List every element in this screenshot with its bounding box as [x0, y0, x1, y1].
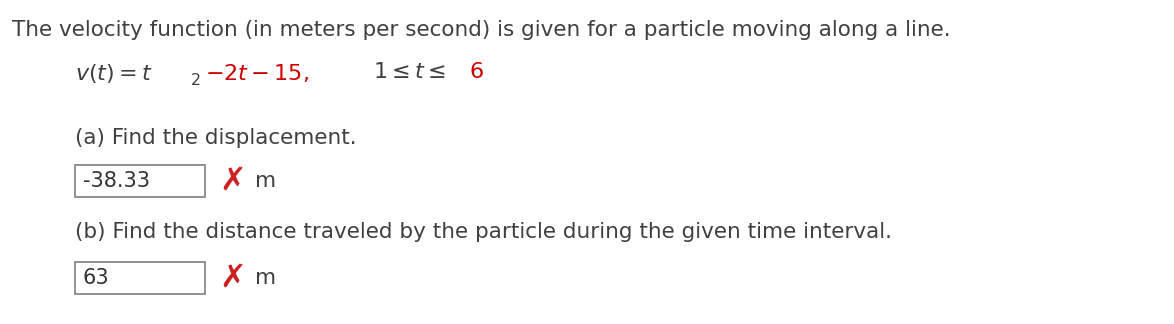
Text: $\mathit{v(t) = t}$: $\mathit{v(t) = t}$ [75, 62, 153, 85]
Text: $\mathit{1 \leq t \leq}$: $\mathit{1 \leq t \leq}$ [373, 62, 446, 82]
Text: ✗: ✗ [220, 262, 245, 294]
Text: $\mathit{- 2t - 15,}$: $\mathit{- 2t - 15,}$ [205, 62, 309, 84]
Text: m: m [255, 171, 276, 191]
FancyBboxPatch shape [75, 262, 205, 294]
FancyBboxPatch shape [75, 165, 205, 197]
Text: (b) Find the distance traveled by the particle during the given time interval.: (b) Find the distance traveled by the pa… [75, 222, 892, 242]
Text: -38.33: -38.33 [83, 171, 150, 191]
Text: 63: 63 [83, 268, 109, 288]
Text: The velocity function (in meters per second) is given for a particle moving alon: The velocity function (in meters per sec… [12, 20, 951, 40]
Text: ✗: ✗ [220, 166, 245, 196]
Text: m: m [255, 268, 276, 288]
Text: (a) Find the displacement.: (a) Find the displacement. [75, 128, 357, 148]
Text: $\mathit{6}$: $\mathit{6}$ [468, 62, 484, 82]
Text: $\mathit{2}$: $\mathit{2}$ [190, 72, 201, 88]
